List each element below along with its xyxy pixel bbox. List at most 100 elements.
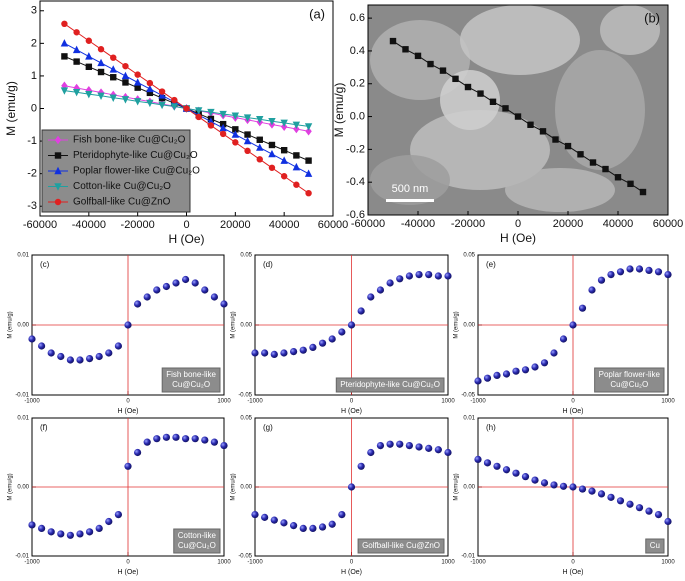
marker (414, 52, 422, 60)
scale-bar (386, 199, 434, 202)
marker (207, 108, 215, 117)
data-point (550, 349, 558, 357)
data-point (588, 286, 596, 294)
y-axis-title: M (emu/g) (8, 473, 14, 500)
marker (183, 105, 190, 112)
panel-label: (d) (263, 260, 273, 269)
marker (256, 136, 263, 143)
marker (602, 165, 609, 173)
data-point (521, 366, 530, 374)
y-axis-title: M (emu/g) (332, 83, 346, 138)
data-point (597, 276, 606, 284)
x-axis-title: H (Oe) (118, 408, 139, 415)
data-point (616, 268, 625, 276)
y-tick-label: 0.01 (463, 416, 475, 422)
marker (292, 162, 301, 171)
x-tick-label: 0 (571, 560, 575, 566)
data-point (493, 371, 501, 379)
data-point (162, 433, 170, 441)
data-point (66, 356, 74, 364)
marker (72, 45, 81, 54)
legend-label: Cotton-like Cu@Cu₂O (73, 181, 171, 192)
data-point (47, 528, 55, 536)
x-axis-title: H (Oe) (563, 408, 584, 415)
y-axis-title: M (emu/g) (231, 311, 237, 338)
marker (97, 58, 105, 67)
data-point (569, 321, 577, 329)
y-tick-label: 0.00 (463, 485, 475, 491)
annotation-label: Cu@Cu₂O (172, 380, 210, 389)
x-tick-label: 60000 (653, 218, 684, 230)
y-tick-label: -0.6 (346, 209, 365, 221)
marker (304, 169, 313, 177)
marker (305, 189, 312, 197)
marker (477, 90, 484, 97)
data-point (134, 448, 142, 457)
panel-label: (f) (40, 423, 48, 432)
data-point (280, 519, 288, 527)
marker (293, 124, 300, 134)
legend-label: Poplar flower-like Cu@Cu₂O (73, 166, 200, 177)
marker (293, 181, 300, 188)
data-point (318, 523, 327, 531)
panel-label: (g) (263, 423, 273, 432)
data-point (540, 359, 549, 367)
data-point (309, 343, 317, 351)
marker (195, 113, 202, 121)
annotation-label: Pteridophyte-like Cu@Cu₂O (340, 380, 440, 389)
data-point (143, 438, 151, 446)
x-tick-label: -20000 (451, 218, 485, 230)
data-point (105, 517, 113, 526)
data-point (367, 448, 375, 457)
x-tick-label: -40000 (72, 219, 106, 231)
annotation-box: Golfball-like Cu@ZnO (357, 538, 445, 554)
x-tick-label: 0 (515, 218, 521, 230)
data-point (386, 279, 394, 287)
marker (109, 94, 117, 102)
x-tick-label: 0 (183, 219, 189, 231)
y-tick-label: -0.05 (238, 554, 252, 560)
data-point (474, 377, 482, 385)
data-point (645, 507, 653, 515)
marker (489, 98, 497, 105)
marker (614, 174, 622, 181)
x-tick-label: -1000 (24, 399, 40, 405)
y-axis-title: M (emu/g) (454, 473, 460, 500)
marker (256, 143, 264, 151)
x-tick-label: 1000 (217, 560, 231, 566)
data-point (607, 271, 615, 279)
data-point (607, 493, 615, 501)
data-point (220, 300, 228, 308)
y-tick-label: -0.01 (15, 554, 29, 560)
data-point (626, 500, 634, 508)
data-point (405, 442, 413, 450)
data-point (28, 335, 36, 343)
panel-label: (b) (644, 10, 660, 25)
marker (73, 29, 80, 36)
x-tick-label: 1000 (661, 560, 675, 566)
data-point (357, 462, 365, 470)
x-tick-label: 1000 (441, 399, 455, 405)
legend-label: Fish bone-like Cu@Cu₂O (73, 135, 186, 146)
marker (60, 87, 69, 95)
data-point (172, 433, 180, 441)
y-tick-label: -0.01 (15, 393, 29, 399)
marker (256, 116, 264, 124)
y-tick-label: -0.4 (346, 176, 365, 188)
marker (110, 74, 117, 81)
y-axis-title: M (emu/g) (4, 81, 18, 136)
marker (207, 122, 215, 129)
annotation-bg (161, 367, 221, 393)
data-point (444, 448, 452, 457)
marker (502, 105, 509, 112)
y-tick-label: 0.00 (17, 485, 29, 491)
marker (54, 183, 62, 191)
data-point (270, 516, 278, 524)
x-axis-title: H (Oe) (341, 408, 362, 415)
y-tick-label: 0.00 (240, 485, 252, 491)
data-point (415, 443, 423, 451)
scale-label: 500 nm (392, 183, 429, 195)
data-point (559, 335, 568, 343)
y-tick-label: 0.4 (350, 45, 365, 57)
